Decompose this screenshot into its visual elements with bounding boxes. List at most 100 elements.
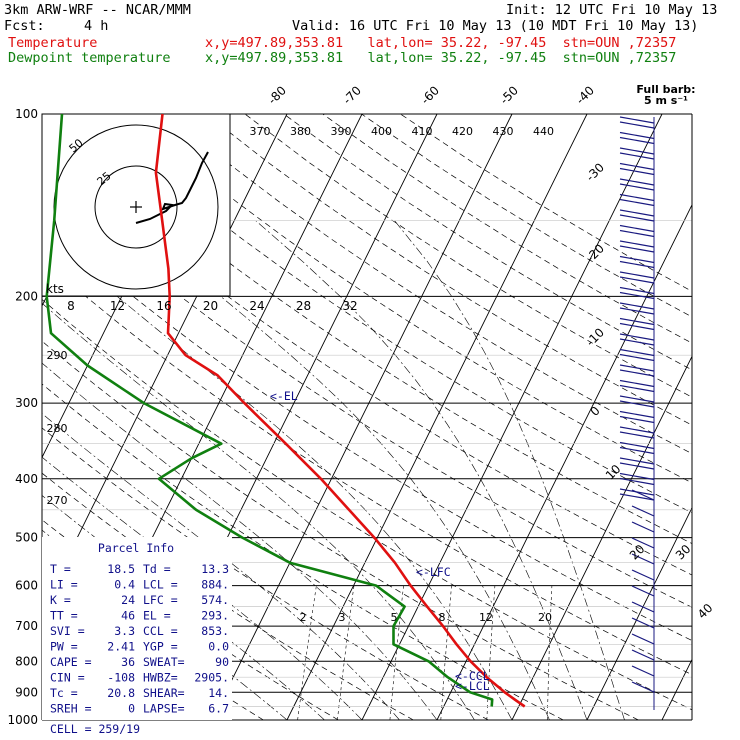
isotherm-label: -60: [418, 83, 442, 107]
wind-barb: [619, 183, 655, 191]
wind-barb: [619, 147, 655, 155]
isotherm-label: -80: [265, 83, 289, 107]
parcel-info-value: 36: [121, 655, 135, 669]
wind-barb: [619, 322, 655, 331]
dewpoint-location: x,y=497.89,353.81 lat,lon= 35.22, -97.45…: [205, 50, 677, 66]
hodograph-speed-label: 20: [203, 299, 218, 313]
hodograph-ring: [94, 165, 178, 249]
wind-barb: [619, 369, 655, 377]
wind-barb: [619, 260, 655, 269]
wind-barb: [619, 395, 655, 403]
mixing-ratio-line: [440, 585, 452, 720]
wind-barb: [619, 271, 655, 279]
wind-barb: [631, 633, 655, 645]
temperature-location: x,y=497.89,353.81 lat,lon= 35.22, -97.45…: [205, 35, 677, 51]
wind-barb: [631, 521, 655, 533]
dewpoint-line: [45, 114, 494, 707]
pressure-tick-label: 1000: [7, 713, 38, 727]
theta-label: 420: [452, 125, 473, 138]
wind-barb: [619, 493, 655, 501]
parcel-info-value: 2.41: [107, 640, 135, 654]
theta-label: 410: [412, 125, 433, 138]
parcel-info-value: 14.: [208, 686, 229, 700]
wind-barb: [619, 245, 655, 253]
isotherm-label: 10: [603, 462, 624, 483]
wind-barb: [619, 333, 655, 341]
parcel-info-value: 90: [215, 655, 229, 669]
isotherm-label: -30: [583, 160, 607, 184]
wind-barb: [619, 472, 655, 481]
parcel-info-key: YGP =: [143, 640, 178, 654]
parcel-info-value: 884.: [201, 578, 229, 592]
pressure-tick-label: 400: [15, 472, 38, 486]
moist-adiabat-line: [129, 220, 550, 720]
series-area: [45, 114, 526, 708]
init-time: Init: 12 UTC Fri 10 May 13: [506, 2, 718, 18]
parcel-info-title: Parcel Info: [98, 541, 174, 555]
isotherm-line: [661, 658, 692, 720]
ccl-marker: <-CCL: [455, 669, 490, 683]
mixing-ratio-label: 20: [538, 611, 552, 624]
parcel-info-key: TT =: [50, 609, 78, 623]
wind-barb: [619, 348, 655, 357]
wind-barb: [619, 415, 655, 424]
theta-label: 370: [250, 125, 271, 138]
parcel-info-key: EL =: [143, 609, 171, 623]
hodograph-speed-label: 12: [110, 299, 125, 313]
mixing-ratio-line: [547, 585, 553, 720]
wind-barb: [619, 457, 655, 465]
pressure-tick-label: 700: [15, 619, 38, 633]
el-marker: <-EL: [270, 389, 298, 403]
mixing-ratio-label: 2: [300, 611, 307, 624]
wind-barb: [619, 255, 655, 264]
parcel-info-value: 0.0: [208, 640, 229, 654]
parcel-info-value: 0: [128, 702, 135, 716]
mixing-ratio-line: [297, 585, 317, 720]
temperature-line: [154, 114, 526, 708]
parcel-info-key: LI =: [50, 578, 78, 592]
fcst-value: 4 h: [84, 18, 109, 34]
wind-barb: [631, 569, 655, 581]
parcel-info-value: 853.: [201, 624, 229, 638]
isotherm-line: [361, 114, 663, 720]
parcel-info-key: LCL =: [143, 578, 178, 592]
isotherm-label: -20: [583, 241, 607, 265]
wind-barb: [619, 400, 655, 408]
wind-barb: [619, 291, 655, 300]
wind-barb: [619, 136, 655, 145]
wind-barb: [619, 410, 655, 419]
wind-barb: [619, 240, 655, 248]
mixing-ratio-line: [389, 585, 404, 720]
wind-barb: [631, 681, 655, 693]
wind-barb: [631, 585, 655, 597]
wind-barb: [619, 167, 655, 176]
isotherm-label: -40: [573, 83, 597, 107]
parcel-info-value: 574.: [201, 593, 229, 607]
parcel-info-value: 46: [121, 609, 135, 623]
wind-barb: [619, 426, 655, 434]
parcel-info-key: SVI =: [50, 624, 85, 638]
isotherm-label: -50: [497, 83, 521, 107]
parcel-info-cell: CELL = 259/19: [50, 722, 140, 736]
parcel-info-panel: Parcel Info T = 18.5 Td = 13.3 LI = 0.4 LCL = 88…: [42, 537, 232, 736]
isotherm-line: [286, 114, 588, 720]
parcel-info-value: 20.8: [107, 686, 135, 700]
pressure-tick-label: 500: [15, 531, 38, 545]
wind-barb: [619, 131, 655, 140]
moist-adiabat-line: [42, 529, 288, 720]
moist-adiabat-line: [255, 220, 588, 720]
parcel-info-value: 6.7: [208, 702, 229, 716]
valid-time: Valid: 16 UTC Fri 10 May 13 (10 MDT Fri …: [292, 18, 699, 34]
wind-barb: [619, 446, 655, 455]
parcel-info-key: Td =: [143, 562, 171, 576]
isotherm-label: 0: [588, 404, 603, 419]
theta-label: 380: [290, 125, 311, 138]
pressure-tick-label: 600: [15, 579, 38, 593]
parcel-info-key: SREH =: [50, 702, 92, 716]
wind-barb: [619, 431, 655, 439]
pressure-tick-label: 200: [15, 289, 38, 303]
isotherm-label: -10: [583, 325, 607, 349]
fcst-label: Fcst:: [4, 18, 45, 34]
